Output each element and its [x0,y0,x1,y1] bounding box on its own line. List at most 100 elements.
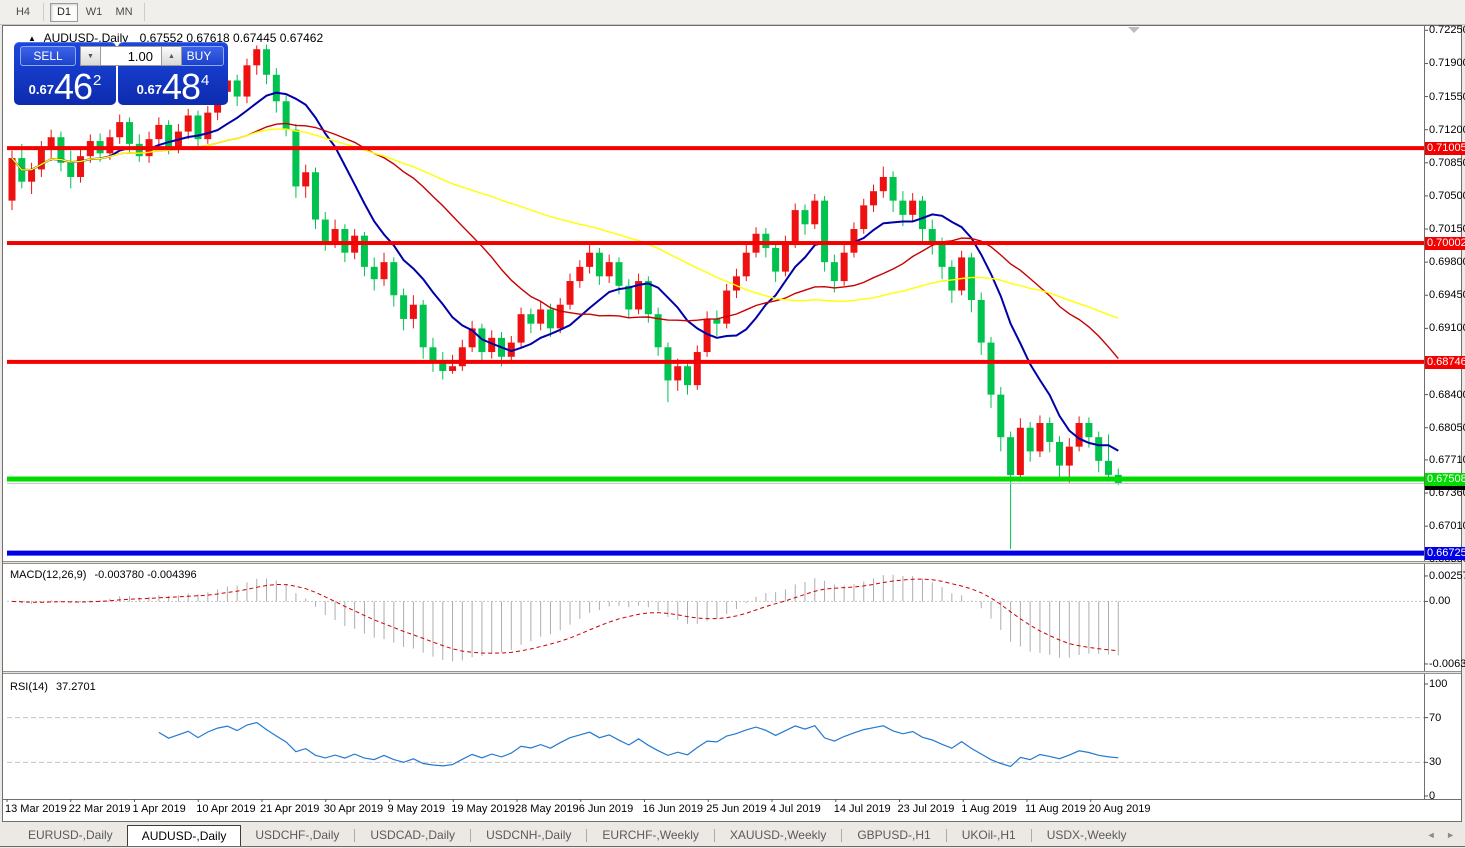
one-click-collapse-icon[interactable]: ▲ [28,34,36,43]
chart-tab-eurchfweekly[interactable]: EURCHF-,Weekly [602,828,699,842]
price-tick-label: 0.70500 [1429,189,1465,202]
symbol-header: ▲ AUDUSD-,Daily 0.67552 0.67618 0.67445 … [28,31,323,45]
macd-header: MACD(12,26,9) -0.003780 -0.004396 [10,569,197,581]
price-tick-label: 0.70150 [1429,223,1465,236]
hline-price-badge: 0.67508 [1425,473,1465,487]
sell-button[interactable]: SELL [20,46,76,66]
chart-tab-ukoilh1[interactable]: UKOil-,H1 [961,828,1016,842]
price-tick-label: 0.69450 [1429,289,1465,302]
timeframe-button-w1[interactable]: W1 [85,6,103,18]
lot-size-spinner: ▼ ▲ [80,46,182,66]
date-tick-label: 4 Jul 2019 [770,803,821,815]
hline-price-badge: 0.71005 [1425,142,1465,156]
sell-price: 0.67 46 2 [14,66,116,107]
rsi-axis-label: 100 [1429,678,1448,690]
price-tick-label: 0.72250 [1429,24,1465,37]
tab-divider [945,829,947,842]
timeframe-button-mn[interactable]: MN [115,6,133,18]
price-tick-label: 0.71200 [1429,123,1465,136]
chart-tab-gbpusdh1[interactable]: GBPUSD-,H1 [857,828,931,842]
price-tick-label: 0.69800 [1429,256,1465,269]
rsi-axis-label: 70 [1429,711,1442,724]
macd-values: -0.003780 -0.004396 [94,569,197,581]
tab-scroll-arrows[interactable]: ◄ ► [1426,830,1459,840]
hline-price-badge: 0.70002 [1425,237,1465,251]
sell-price-prefix: 0.67 [28,82,54,97]
rsi-header: RSI(14) 37.2701 [10,681,96,693]
chart-tab-xauusdweekly[interactable]: XAUUSD-,Weekly [729,828,827,842]
price-tick-label: 0.70850 [1429,156,1465,169]
chart-window [2,25,1462,822]
hline-price-badge: 0.68746 [1425,355,1465,369]
price-tick-label: 0.68400 [1429,388,1465,401]
date-tick-label: 16 Jun 2019 [642,803,704,815]
rsi-value: 37.2701 [55,681,96,693]
tab-divider [354,829,356,842]
date-tick-label: 9 May 2019 [387,803,445,815]
sell-price-big: 46 [53,66,93,107]
date-tick-label: 13 Mar 2019 [5,803,67,815]
chart-tab-usdcnhdaily[interactable]: USDCNH-,Daily [486,828,572,842]
lot-size-input[interactable] [101,46,161,66]
date-tick-label: 11 Aug 2019 [1025,803,1086,815]
pane-separator-macd[interactable] [3,561,1461,564]
chart-tab-audusddaily[interactable]: AUDUSD-,Daily [126,825,242,846]
date-axis-strip[interactable] [3,799,1461,821]
price-tick-label: 0.68050 [1429,421,1465,434]
tab-divider [470,829,472,842]
chart-tab-bar: EURUSD-,Daily AUDUSD-,Daily USDCHF-,Daily U… [0,823,1465,847]
tab-divider [841,829,843,842]
timeframe-button-h4[interactable]: H4 [15,6,31,18]
macd-axis-label: 0.00 [1429,595,1451,608]
buy-price-pip: 4 [201,72,210,89]
date-tick-label: 25 Jun 2019 [706,803,767,815]
date-tick-label: 22 Mar 2019 [68,803,131,815]
date-tick-label: 19 May 2019 [451,803,515,815]
date-tick-label: 20 Aug 2019 [1088,803,1151,815]
tab-divider [713,829,715,842]
date-tick-label: 30 Apr 2019 [323,803,384,815]
macd-label: MACD(12,26,9) [10,569,87,581]
rsi-label: RSI(14) [10,681,48,693]
date-tick-label: 10 Apr 2019 [196,803,256,815]
buy-price-big: 48 [161,66,201,107]
symbol-ohlc-values: 0.67552 0.67618 0.67445 0.67462 [139,31,324,45]
date-tick-label: 28 May 2019 [515,803,579,815]
timeframe-toolbar: H4 D1 W1 MN [0,0,1465,25]
price-tick-label: 0.67010 [1429,520,1465,533]
symbol-title: AUDUSD-,Daily [43,31,129,45]
date-tick-label: 14 Jul 2019 [833,803,891,815]
lot-increase-button[interactable]: ▲ [161,46,182,66]
chart-tab-eurusddaily[interactable]: EURUSD-,Daily [28,828,113,842]
lot-decrease-button[interactable]: ▼ [80,46,101,66]
hline-price-badge: 0.66725 [1425,547,1465,561]
price-tick-label: 0.71550 [1429,90,1465,103]
date-tick-label: 6 Jun 2019 [578,803,634,815]
toolbar-separator [144,3,145,21]
date-tick-label: 1 Apr 2019 [132,803,186,815]
buy-price-prefix: 0.67 [136,82,162,97]
chart-tab-usdxweekly[interactable]: USDX-,Weekly [1046,828,1127,842]
one-click-trade-widget: 0.67 46 2 0.67 48 4 SELL BUY ▼ ▲ [14,42,228,105]
price-tick-label: 0.69100 [1429,322,1465,335]
chevron-up-icon: ▲ [168,52,175,60]
price-tick-label: 0.71900 [1429,57,1465,70]
date-tick-label: 23 Jul 2019 [897,803,955,815]
sell-price-pip: 2 [93,72,102,89]
macd-axis-label: 0.002574 [1429,569,1465,582]
price-tick-label: 0.67710 [1429,453,1465,466]
macd-axis-label: -0.006326 [1429,657,1465,670]
rsi-axis-label: 0 [1429,790,1436,802]
chevron-down-icon: ▼ [87,52,94,60]
tab-divider [586,829,588,842]
date-tick-label: 1 Aug 2019 [961,803,1017,815]
timeframe-button-d1[interactable]: D1 [50,2,78,22]
chart-tab-usdcaddaily[interactable]: USDCAD-,Daily [370,828,456,842]
toolbar-separator [43,3,44,21]
pane-separator-rsi[interactable] [3,671,1461,674]
buy-price: 0.67 48 4 [118,66,228,107]
rsi-axis-label: 30 [1429,756,1442,769]
date-tick-label: 21 Apr 2019 [260,803,320,815]
chart-tab-usdchfdaily[interactable]: USDCHF-,Daily [255,828,340,842]
tab-divider [1030,829,1032,842]
